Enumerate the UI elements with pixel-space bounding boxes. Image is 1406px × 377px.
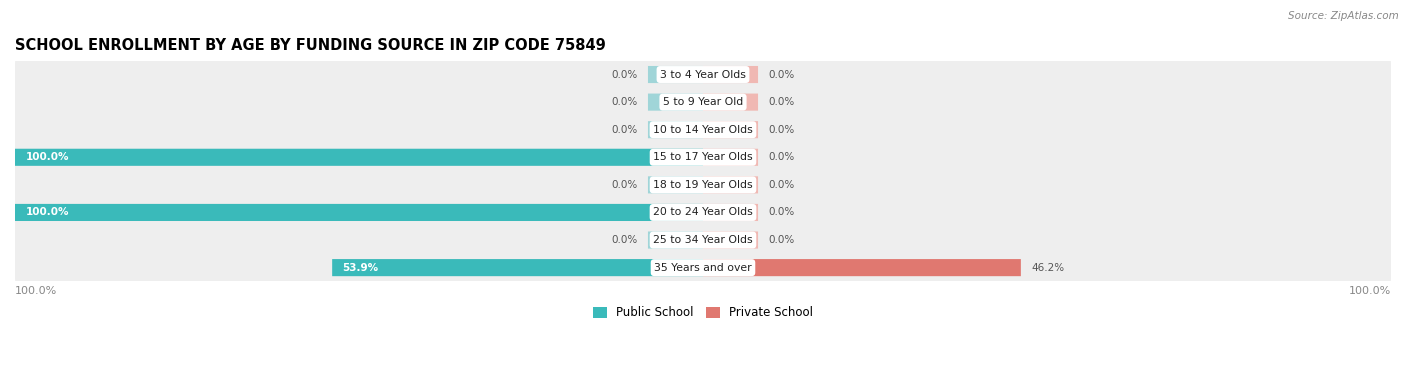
Text: 15 to 17 Year Olds: 15 to 17 Year Olds (654, 152, 752, 162)
Text: Source: ZipAtlas.com: Source: ZipAtlas.com (1288, 11, 1399, 21)
FancyBboxPatch shape (703, 231, 758, 248)
Text: 35 Years and over: 35 Years and over (654, 263, 752, 273)
FancyBboxPatch shape (648, 231, 703, 248)
Text: 100.0%: 100.0% (25, 207, 69, 218)
FancyBboxPatch shape (15, 52, 1391, 97)
FancyBboxPatch shape (15, 149, 703, 166)
FancyBboxPatch shape (15, 245, 1391, 290)
FancyBboxPatch shape (15, 107, 1391, 152)
Text: 0.0%: 0.0% (612, 69, 638, 80)
Text: 20 to 24 Year Olds: 20 to 24 Year Olds (654, 207, 752, 218)
Text: 0.0%: 0.0% (768, 152, 794, 162)
FancyBboxPatch shape (648, 66, 703, 83)
FancyBboxPatch shape (15, 80, 1391, 124)
Text: 3 to 4 Year Olds: 3 to 4 Year Olds (659, 69, 747, 80)
FancyBboxPatch shape (703, 149, 758, 166)
Text: 0.0%: 0.0% (768, 235, 794, 245)
FancyBboxPatch shape (703, 176, 758, 193)
FancyBboxPatch shape (15, 190, 1391, 235)
Text: 0.0%: 0.0% (768, 69, 794, 80)
FancyBboxPatch shape (648, 176, 703, 193)
FancyBboxPatch shape (648, 93, 703, 111)
FancyBboxPatch shape (703, 93, 758, 111)
FancyBboxPatch shape (703, 66, 758, 83)
FancyBboxPatch shape (332, 259, 703, 276)
FancyBboxPatch shape (703, 259, 1021, 276)
Text: 0.0%: 0.0% (612, 97, 638, 107)
FancyBboxPatch shape (15, 135, 1391, 179)
FancyBboxPatch shape (15, 162, 1391, 207)
Text: 0.0%: 0.0% (612, 235, 638, 245)
Text: 100.0%: 100.0% (15, 285, 58, 296)
Text: 25 to 34 Year Olds: 25 to 34 Year Olds (654, 235, 752, 245)
FancyBboxPatch shape (15, 218, 1391, 262)
Text: 5 to 9 Year Old: 5 to 9 Year Old (662, 97, 744, 107)
Text: 100.0%: 100.0% (1348, 285, 1391, 296)
Text: 0.0%: 0.0% (768, 207, 794, 218)
FancyBboxPatch shape (648, 121, 703, 138)
Text: 0.0%: 0.0% (768, 180, 794, 190)
Text: 10 to 14 Year Olds: 10 to 14 Year Olds (654, 125, 752, 135)
Text: 100.0%: 100.0% (25, 152, 69, 162)
Text: SCHOOL ENROLLMENT BY AGE BY FUNDING SOURCE IN ZIP CODE 75849: SCHOOL ENROLLMENT BY AGE BY FUNDING SOUR… (15, 38, 606, 53)
Text: 18 to 19 Year Olds: 18 to 19 Year Olds (654, 180, 752, 190)
Text: 0.0%: 0.0% (768, 97, 794, 107)
Text: 0.0%: 0.0% (768, 125, 794, 135)
FancyBboxPatch shape (703, 121, 758, 138)
Legend: Public School, Private School: Public School, Private School (588, 302, 818, 324)
FancyBboxPatch shape (15, 204, 703, 221)
Text: 46.2%: 46.2% (1031, 263, 1064, 273)
Text: 0.0%: 0.0% (612, 125, 638, 135)
Text: 0.0%: 0.0% (612, 180, 638, 190)
FancyBboxPatch shape (703, 204, 758, 221)
Text: 53.9%: 53.9% (343, 263, 378, 273)
